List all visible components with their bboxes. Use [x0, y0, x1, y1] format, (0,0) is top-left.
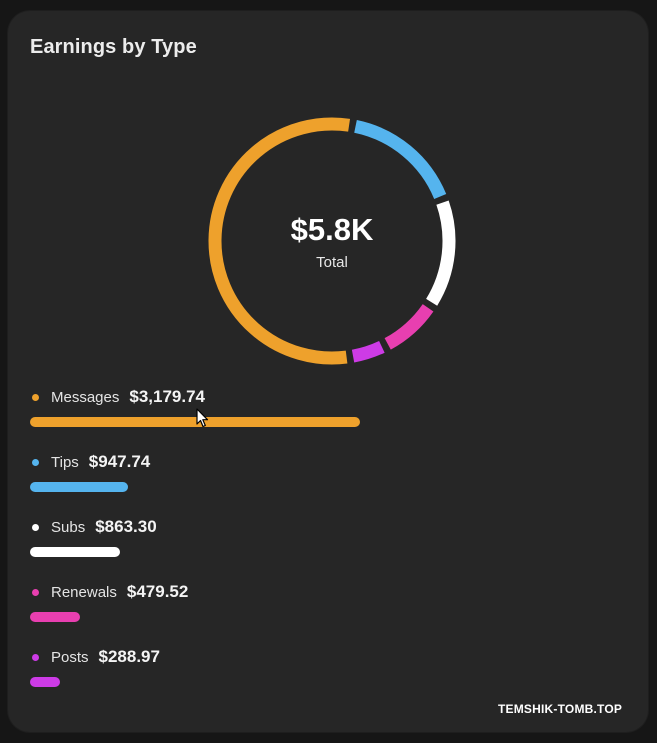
watermark: TEMSHIK-TOMB.TOP: [498, 702, 623, 716]
donut-center: $5.8K Total: [192, 101, 472, 381]
legend-label: Subs: [51, 518, 86, 536]
progress-bar: [30, 612, 80, 622]
mouse-pointer-icon: [196, 408, 209, 428]
legend-label: Posts: [51, 648, 89, 666]
donut-segment-posts[interactable]: [351, 340, 385, 363]
legend-item-messages[interactable]: Messages $3,179.74: [30, 383, 630, 448]
legend-value: $288.97: [98, 647, 160, 666]
legend-label: Messages: [51, 388, 120, 406]
total-label: Total: [316, 253, 348, 271]
total-value: $5.8K: [290, 211, 374, 247]
legend-item-subs[interactable]: Subs $863.30: [30, 513, 630, 578]
dot-icon: [32, 523, 39, 531]
earnings-card: Earnings by Type $5.8K Total Messages $3…: [8, 11, 648, 732]
legend-value: $479.52: [126, 582, 189, 601]
legend-value: $863.30: [95, 517, 157, 536]
dot-icon: [32, 393, 39, 401]
donut-segment-subs[interactable]: [426, 200, 456, 306]
legend-label: Renewals: [51, 583, 117, 601]
legend-item-renewals[interactable]: Renewals $479.52: [30, 578, 630, 643]
legend: Messages $3,179.74 Tips $947.74 Subs $86…: [30, 383, 630, 708]
donut-segment-tips[interactable]: [354, 120, 447, 200]
card-title: Earnings by Type: [30, 36, 197, 58]
progress-bar: [30, 417, 360, 427]
donut-svg: [208, 117, 456, 365]
progress-bar: [30, 482, 128, 492]
progress-bar: [30, 547, 120, 557]
legend-item-tips[interactable]: Tips $947.74: [30, 448, 630, 513]
legend-value: $947.74: [88, 452, 151, 471]
dot-icon: [32, 588, 39, 596]
donut-chart: $5.8K Total: [192, 101, 472, 381]
progress-bar: [30, 677, 60, 687]
donut-segment-messages[interactable]: [208, 117, 351, 365]
legend-item-posts[interactable]: Posts $288.97: [30, 643, 630, 708]
legend-label: Tips: [51, 453, 79, 471]
dot-icon: [32, 458, 39, 466]
dot-icon: [32, 653, 39, 661]
donut-segment-renewals[interactable]: [384, 303, 434, 350]
legend-value: $3,179.74: [129, 387, 206, 406]
